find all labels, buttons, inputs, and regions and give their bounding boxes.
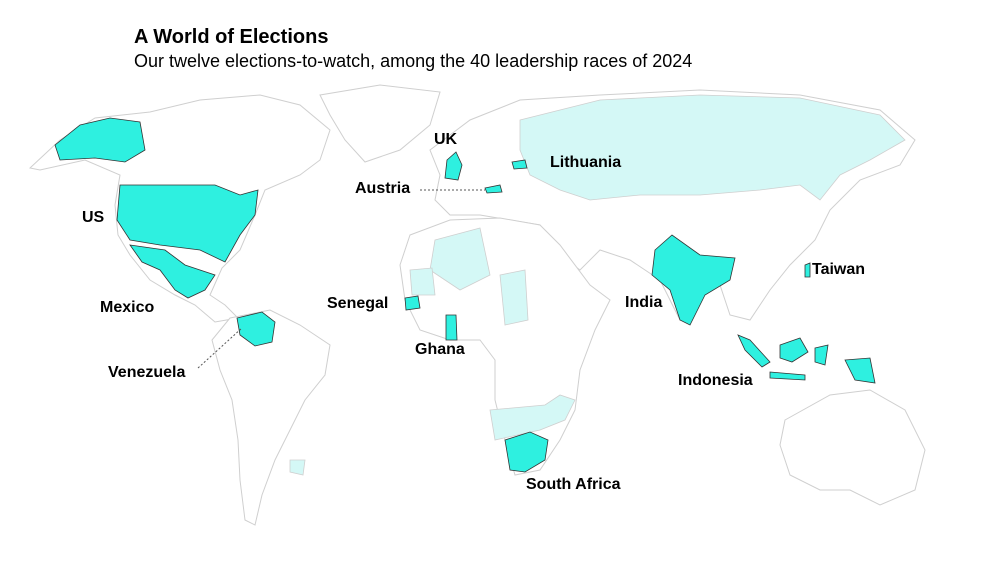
venezuela — [236, 311, 276, 347]
country-label: US — [82, 209, 105, 226]
australia — [779, 389, 926, 506]
labels: UK Lithuania Austria US Mexico Senegal G… — [82, 131, 865, 493]
country-label: Lithuania — [550, 154, 621, 171]
mauritania — [409, 267, 436, 296]
indonesia-papua — [844, 357, 876, 384]
country-label: Senegal — [327, 295, 388, 312]
alaska — [54, 117, 146, 163]
ghana — [445, 314, 458, 341]
indonesia-borneo — [779, 337, 809, 363]
austria — [484, 184, 503, 194]
chad — [499, 269, 529, 326]
country-label: UK — [434, 131, 458, 148]
senegal — [404, 295, 421, 311]
indonesia-sumatra — [737, 334, 771, 368]
title: A World of Elections — [134, 26, 328, 48]
country-label: Indonesia — [678, 372, 753, 389]
taiwan — [804, 262, 811, 278]
india — [651, 234, 736, 326]
country-label: Venezuela — [108, 364, 185, 381]
south-africa — [504, 431, 549, 473]
indonesia-sulawesi — [814, 344, 829, 366]
other-election-countries — [289, 94, 906, 476]
leader-line — [197, 327, 243, 369]
country-label: India — [625, 294, 662, 311]
country-label: Austria — [355, 180, 410, 197]
algeria — [429, 227, 491, 291]
greenland — [319, 84, 441, 163]
uruguay — [289, 459, 306, 476]
russia — [519, 94, 906, 201]
mexico — [129, 244, 216, 299]
us — [116, 184, 259, 263]
country-label: Ghana — [415, 341, 465, 358]
highlighted-countries — [54, 117, 876, 473]
subtitle: Our twelve elections-to-watch, among the… — [134, 51, 692, 71]
country-label: South Africa — [526, 476, 621, 493]
country-label: Taiwan — [812, 261, 865, 278]
south-america — [211, 309, 331, 526]
country-label: Mexico — [100, 299, 154, 316]
southern-africa — [489, 394, 576, 441]
indonesia-java — [769, 371, 806, 381]
lithuania — [511, 159, 528, 170]
uk — [444, 151, 463, 181]
